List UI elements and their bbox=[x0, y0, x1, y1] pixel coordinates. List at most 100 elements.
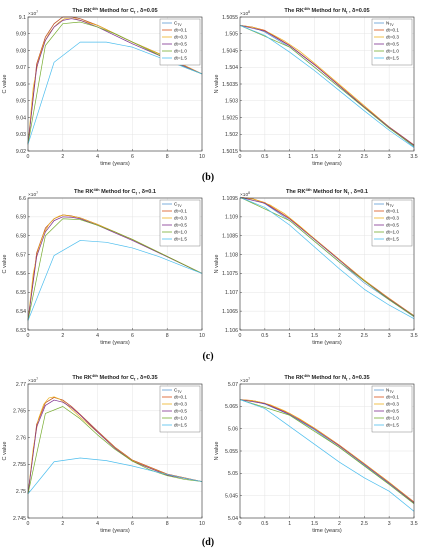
y-exponent-label: ×107 bbox=[240, 377, 250, 384]
y-tick-label: 9.04 bbox=[16, 115, 26, 121]
legend-entry: CTV bbox=[174, 21, 182, 27]
x-axis-label: time (years) bbox=[312, 161, 342, 167]
series-line-5 bbox=[27, 457, 203, 495]
y-exponent-label: ×107 bbox=[28, 377, 38, 384]
plot-frame bbox=[239, 16, 415, 152]
y-tick-label: 6.59 bbox=[16, 215, 26, 221]
y-tick-label: 2.76 bbox=[16, 435, 26, 441]
y-tick-label: 6.55 bbox=[16, 290, 26, 296]
y-tick-label: 9.1 bbox=[19, 15, 26, 21]
x-axis-label: time (years) bbox=[312, 528, 342, 534]
x-tick-label: 3 bbox=[388, 154, 391, 160]
legend-entry: CTV bbox=[174, 388, 182, 394]
y-tick-label: 5.045 bbox=[225, 493, 238, 499]
x-tick-label: 4 bbox=[96, 154, 99, 160]
chart-1: 0 2 4 6 8 10 9.02 9.03 9.04 9.05 9.06 9.07 9.08 9.09 9… bbox=[2, 6, 205, 167]
series-line-1 bbox=[27, 397, 203, 494]
y-exponent-label: ×107 bbox=[28, 191, 38, 198]
x-tick-label: 2.5 bbox=[361, 154, 368, 160]
x-tick-label: 8 bbox=[166, 154, 169, 160]
x-tick-label: 10 bbox=[199, 333, 205, 339]
x-tick-label: 10 bbox=[199, 521, 205, 527]
y-tick-label: 9.09 bbox=[16, 32, 26, 38]
chart-title: The RK4th Method for Nt , δ=0.05 bbox=[284, 6, 369, 15]
legend-entry: dt=1.5 bbox=[174, 237, 187, 242]
series-line-3 bbox=[239, 399, 415, 504]
series-line-3 bbox=[239, 25, 415, 146]
y-axis-label: C value bbox=[2, 75, 8, 94]
legend-box bbox=[371, 385, 413, 433]
plot-frame bbox=[239, 197, 415, 331]
x-tick-label: 2 bbox=[338, 521, 341, 527]
legend-entry: dt=1.0 bbox=[386, 230, 399, 235]
y-axis-label: C value bbox=[2, 442, 8, 461]
y-tick-label: 5.04 bbox=[228, 516, 238, 522]
x-tick-label: 0 bbox=[239, 521, 242, 527]
x-tick-label: 3 bbox=[388, 521, 391, 527]
legend-entry: dt=0.1 bbox=[386, 28, 399, 33]
y-tick-label: 5.07 bbox=[228, 382, 238, 388]
legend-entry: dt=0.3 bbox=[386, 35, 399, 40]
y-tick-label: 1.1075 bbox=[222, 271, 238, 277]
chart-title: The RK4th Method for Ct , δ=0.05 bbox=[72, 6, 157, 15]
x-tick-label: 0 bbox=[27, 333, 30, 339]
chart-title: The RK4th Method for Nt , δ=0.1 bbox=[286, 187, 368, 196]
legend-entry: dt=1.0 bbox=[174, 49, 187, 54]
x-tick-label: 4 bbox=[96, 333, 99, 339]
x-axis-label: time (years) bbox=[100, 340, 130, 346]
plot-frame bbox=[27, 16, 203, 152]
y-tick-label: 1.5015 bbox=[222, 149, 238, 155]
x-axis-label: time (years) bbox=[100, 528, 130, 534]
legend-entry: dt=1.0 bbox=[174, 416, 187, 421]
y-tick-label: 9.03 bbox=[16, 132, 26, 138]
y-tick-label: 5.05 bbox=[228, 471, 238, 477]
y-exponent-label: ×108 bbox=[240, 10, 250, 17]
y-tick-label: 2.765 bbox=[13, 409, 26, 415]
y-axis-label: N value bbox=[214, 75, 220, 94]
x-tick-label: 10 bbox=[199, 154, 205, 160]
legend-entry: NTV bbox=[386, 21, 394, 27]
x-tick-label: 2 bbox=[61, 333, 64, 339]
x-axis-label: time (years) bbox=[312, 340, 342, 346]
legend-entry: dt=0.1 bbox=[174, 28, 187, 33]
legend-entry: dt=0.1 bbox=[174, 209, 187, 214]
legend-entry: dt=0.3 bbox=[174, 35, 187, 40]
x-tick-label: 8 bbox=[166, 521, 169, 527]
y-tick-label: 1.504 bbox=[225, 65, 238, 71]
y-tick-label: 1.107 bbox=[225, 290, 238, 296]
y-tick-label: 2.745 bbox=[13, 516, 26, 522]
legend-entry: NTV bbox=[386, 388, 394, 394]
x-tick-label: 2 bbox=[338, 154, 341, 160]
legend-box bbox=[159, 18, 201, 66]
y-tick-label: 9.05 bbox=[16, 99, 26, 105]
x-tick-label: 1 bbox=[288, 333, 291, 339]
x-tick-label: 3 bbox=[388, 333, 391, 339]
legend-entry: dt=0.5 bbox=[174, 42, 187, 47]
x-tick-label: 0 bbox=[239, 333, 242, 339]
legend-entry: CTV bbox=[174, 202, 182, 208]
x-tick-label: 1.5 bbox=[311, 521, 318, 527]
y-exponent-label: ×108 bbox=[240, 191, 250, 198]
x-tick-label: 0.5 bbox=[261, 333, 268, 339]
plot-frame bbox=[27, 197, 203, 331]
legend-entry: dt=0.3 bbox=[174, 402, 187, 407]
x-tick-label: 0 bbox=[27, 521, 30, 527]
chart-2: 0 0.5 1 1.5 2 2.5 3 3.5 1.5015 1.502 1.5025 1.503 1.… bbox=[214, 6, 418, 167]
y-tick-label: 6.6 bbox=[19, 196, 26, 202]
x-tick-label: 1 bbox=[288, 521, 291, 527]
y-tick-label: 6.54 bbox=[16, 309, 26, 315]
x-tick-label: 6 bbox=[131, 333, 134, 339]
x-tick-label: 2 bbox=[61, 154, 64, 160]
x-tick-label: 2.5 bbox=[361, 521, 368, 527]
legend-entry: dt=0.3 bbox=[174, 216, 187, 221]
y-tick-label: 1.5055 bbox=[222, 15, 238, 21]
y-tick-label: 2.755 bbox=[13, 462, 26, 468]
chart-6: 0 0.5 1 1.5 2 2.5 3 3.5 5.04 5.045 5.05 5.055 5.06 5.… bbox=[214, 373, 418, 534]
legend-entry: NTV bbox=[386, 202, 394, 208]
y-tick-label: 1.1095 bbox=[222, 196, 238, 202]
y-tick-label: 9.07 bbox=[16, 65, 26, 71]
x-tick-label: 0 bbox=[239, 154, 242, 160]
